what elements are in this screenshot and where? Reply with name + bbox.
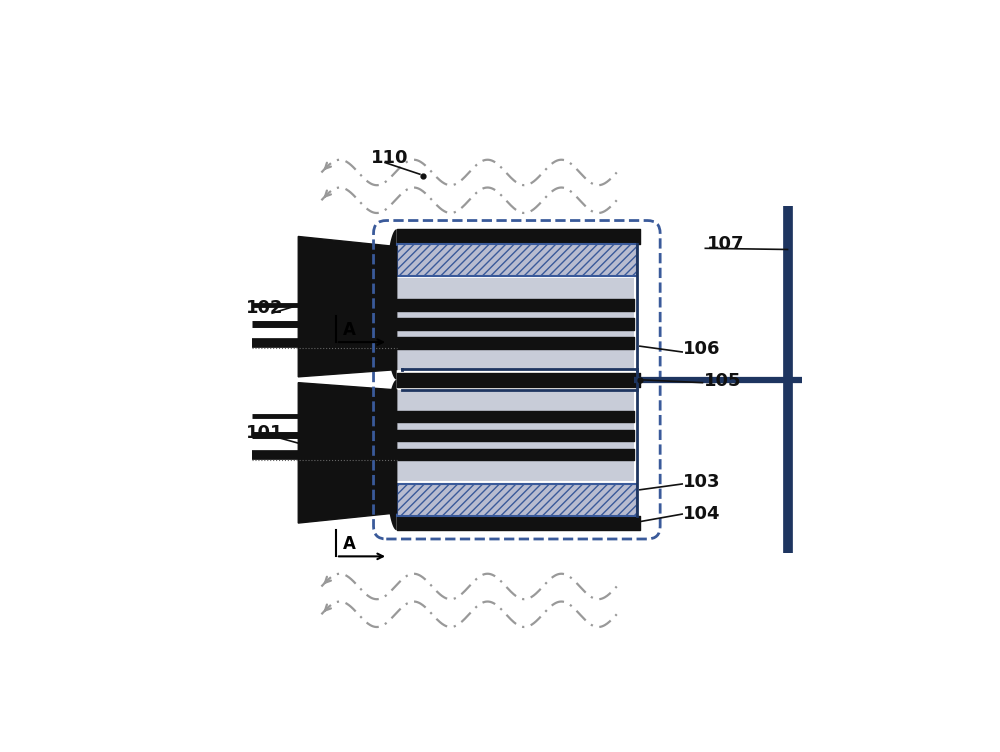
Polygon shape bbox=[298, 236, 397, 377]
Text: A: A bbox=[343, 321, 356, 339]
Text: 101: 101 bbox=[246, 423, 284, 441]
Polygon shape bbox=[385, 229, 397, 380]
Text: 105: 105 bbox=[704, 371, 741, 390]
FancyBboxPatch shape bbox=[397, 278, 634, 370]
Text: 104: 104 bbox=[683, 505, 721, 523]
Text: A: A bbox=[343, 535, 356, 553]
Text: 102: 102 bbox=[246, 299, 284, 317]
FancyBboxPatch shape bbox=[397, 484, 637, 516]
Polygon shape bbox=[385, 380, 397, 530]
Text: 110: 110 bbox=[371, 149, 408, 167]
FancyBboxPatch shape bbox=[397, 390, 634, 481]
Text: 107: 107 bbox=[706, 235, 744, 253]
Polygon shape bbox=[298, 383, 397, 523]
FancyBboxPatch shape bbox=[397, 244, 637, 275]
Text: 106: 106 bbox=[683, 340, 721, 358]
Text: 103: 103 bbox=[683, 473, 721, 491]
